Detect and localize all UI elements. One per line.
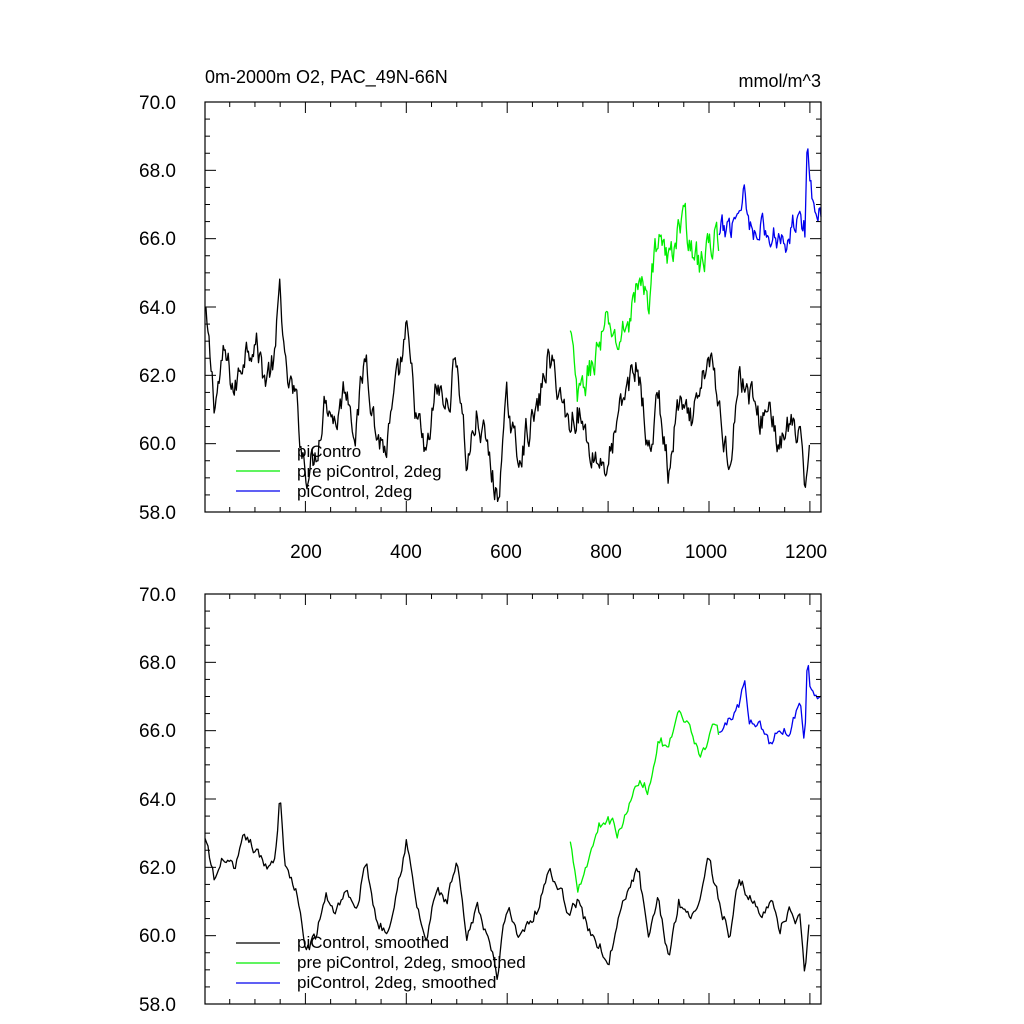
bottom-y-tick-label-62: 62.0 xyxy=(139,858,176,879)
top-y-tick-label-62: 62.0 xyxy=(139,366,176,387)
top-series-line-pre-picontrol-2deg xyxy=(569,202,720,402)
top-x-tick-label-1200: 1200 xyxy=(785,542,827,563)
bottom-y-tick-label-66: 66.0 xyxy=(139,721,176,742)
top-y-tick-label-68: 68.0 xyxy=(139,161,176,182)
bottom-y-tick-label-60: 60.0 xyxy=(139,926,176,947)
top-y-tick-label-64: 64.0 xyxy=(139,298,176,319)
top-series-line-picontrol-2deg xyxy=(718,148,822,253)
top-axis-ticks xyxy=(205,101,821,513)
top-chart-panel: 0m-2000m O2, PAC_49N-66N mmol/m^3 70.0 6… xyxy=(139,67,827,563)
top-x-tick-label-800: 800 xyxy=(590,542,622,563)
bottom-y-tick-label-64: 64.0 xyxy=(139,790,176,811)
bottom-y-tick-label-58: 58.0 xyxy=(139,995,176,1016)
top-x-tick-label-1000: 1000 xyxy=(685,542,727,563)
bottom-y-tick-label-68: 68.0 xyxy=(139,653,176,674)
bottom-legend-label-pre-picontrol-smoothed: pre piControl, 2deg, smoothed xyxy=(297,953,526,972)
chart-title: 0m-2000m O2, PAC_49N-66N xyxy=(205,67,448,88)
top-legend-label-picontro: piContro xyxy=(297,442,361,461)
top-legend-label-picontrol-2deg: piControl, 2deg xyxy=(297,482,412,501)
top-legend-label-pre-picontrol: pre piControl, 2deg xyxy=(297,462,442,481)
bottom-series-line-picontrol-2deg xyxy=(718,664,821,745)
bottom-series-lines xyxy=(204,664,821,981)
bottom-axis-ticks xyxy=(205,593,821,1005)
top-y-tick-label-60: 60.0 xyxy=(139,434,176,455)
top-y-tick-label-66: 66.0 xyxy=(139,229,176,250)
top-x-tick-label-200: 200 xyxy=(290,542,322,563)
bottom-chart-panel: 70.0 68.0 66.0 64.0 62.0 60.0 58.0 piCon… xyxy=(139,585,822,1016)
bottom-y-tick-label-70: 70.0 xyxy=(139,585,176,606)
bottom-legend-label-picontrol-2deg-smoothed: piControl, 2deg, smoothed xyxy=(297,973,496,992)
units-label: mmol/m^3 xyxy=(739,71,821,91)
bottom-legend: piControl, smoothed pre piControl, 2deg,… xyxy=(236,933,526,992)
top-y-tick-label-58: 58.0 xyxy=(139,503,176,524)
top-x-tick-label-400: 400 xyxy=(390,542,422,563)
top-series-line-picontrol xyxy=(204,278,811,503)
bottom-series-line-picontrol xyxy=(204,802,810,981)
top-series-lines xyxy=(204,148,822,503)
bottom-series-line-pre-picontrol-2deg xyxy=(569,710,720,893)
bottom-legend-label-picontrol-smoothed: piControl, smoothed xyxy=(297,933,449,952)
top-legend: piContro pre piControl, 2deg piControl, … xyxy=(236,442,442,501)
top-y-tick-label-70: 70.0 xyxy=(139,93,176,114)
top-x-tick-label-600: 600 xyxy=(490,542,522,563)
